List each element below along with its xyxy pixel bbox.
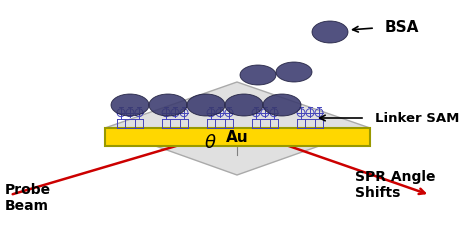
Text: Linker SAM: Linker SAM xyxy=(375,112,459,125)
Bar xyxy=(105,128,370,146)
Text: BSA: BSA xyxy=(385,21,419,36)
Ellipse shape xyxy=(225,94,263,116)
Ellipse shape xyxy=(187,94,225,116)
Text: Au: Au xyxy=(226,130,249,145)
Ellipse shape xyxy=(276,62,312,82)
Ellipse shape xyxy=(240,65,276,85)
Text: Probe
Beam: Probe Beam xyxy=(5,183,51,213)
Ellipse shape xyxy=(312,21,348,43)
Text: θ: θ xyxy=(204,134,216,152)
Ellipse shape xyxy=(149,94,187,116)
Ellipse shape xyxy=(263,94,301,116)
Text: SPR Angle
Shifts: SPR Angle Shifts xyxy=(355,170,436,200)
Polygon shape xyxy=(105,82,370,175)
Ellipse shape xyxy=(111,94,149,116)
